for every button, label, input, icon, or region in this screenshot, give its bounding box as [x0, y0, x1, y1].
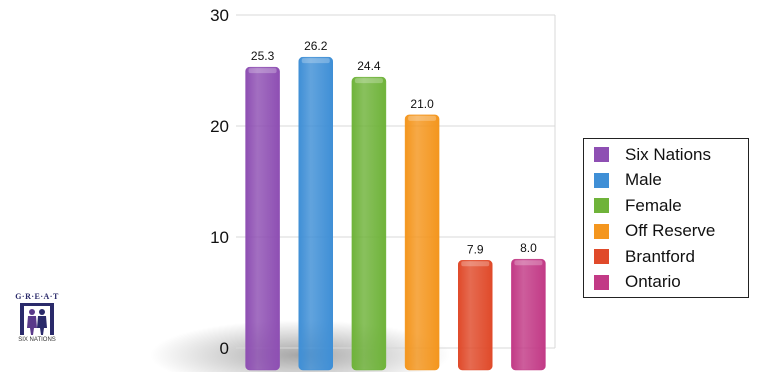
- legend-label: Six Nations: [625, 144, 711, 164]
- legend: Six Nations Male Female Off Reserve Brantfor…: [583, 138, 749, 298]
- data-label: 25.3: [251, 49, 275, 63]
- data-label: 7.9: [467, 242, 484, 256]
- bar-highlight: [461, 261, 490, 267]
- legend-swatch: [594, 249, 609, 265]
- bar-highlight: [301, 58, 330, 64]
- data-label: 21.0: [410, 97, 434, 111]
- bar-six-nations: [245, 66, 280, 371]
- y-tick-label: 0: [220, 339, 229, 358]
- bar-highlight: [354, 78, 383, 84]
- bar-highlight: [408, 115, 437, 121]
- logo-top-text: G·R·E·A·T: [15, 292, 59, 301]
- legend-swatch: [594, 198, 609, 214]
- y-tick-label: 20: [210, 117, 229, 136]
- bars: [245, 56, 546, 371]
- legend-item: Brantford: [594, 244, 748, 270]
- legend-label: Ontario: [625, 272, 681, 292]
- legend-swatch: [594, 147, 609, 163]
- y-axis-ticks: 0 10 20 30: [210, 6, 229, 358]
- legend-swatch: [594, 274, 609, 290]
- bar-brantford: [458, 260, 493, 371]
- data-labels: 25.3 26.2 24.4 21.0 7.9 8.0: [251, 39, 537, 256]
- legend-swatch: [594, 172, 609, 188]
- data-label: 26.2: [304, 39, 328, 53]
- legend-item: Male: [594, 168, 748, 194]
- bar-ontario: [511, 258, 546, 371]
- data-label: 24.4: [357, 59, 381, 73]
- data-label: 8.0: [520, 241, 537, 255]
- legend-label: Brantford: [625, 246, 695, 266]
- great-six-nations-logo: G·R·E·A·T SIX NATIONS: [7, 292, 67, 350]
- bar-highlight: [514, 260, 543, 266]
- legend-item: Female: [594, 193, 748, 219]
- legend-swatch: [594, 223, 609, 239]
- legend-label: Male: [625, 170, 662, 190]
- y-tick-label: 30: [210, 6, 229, 25]
- people-figures-icon: [20, 303, 54, 335]
- legend-label: Female: [625, 195, 682, 215]
- legend-item: Ontario: [594, 270, 748, 296]
- bar-off-reserve: [404, 114, 440, 371]
- bar-female: [351, 76, 387, 371]
- logo-bottom-text: SIX NATIONS: [18, 337, 56, 343]
- legend-item: Six Nations: [594, 142, 748, 168]
- legend-label: Off Reserve: [625, 221, 716, 241]
- bar-highlight: [248, 68, 277, 74]
- gridlines: [236, 14, 556, 349]
- y-tick-label: 10: [210, 228, 229, 247]
- legend-item: Off Reserve: [594, 219, 748, 245]
- bar-male: [298, 56, 333, 371]
